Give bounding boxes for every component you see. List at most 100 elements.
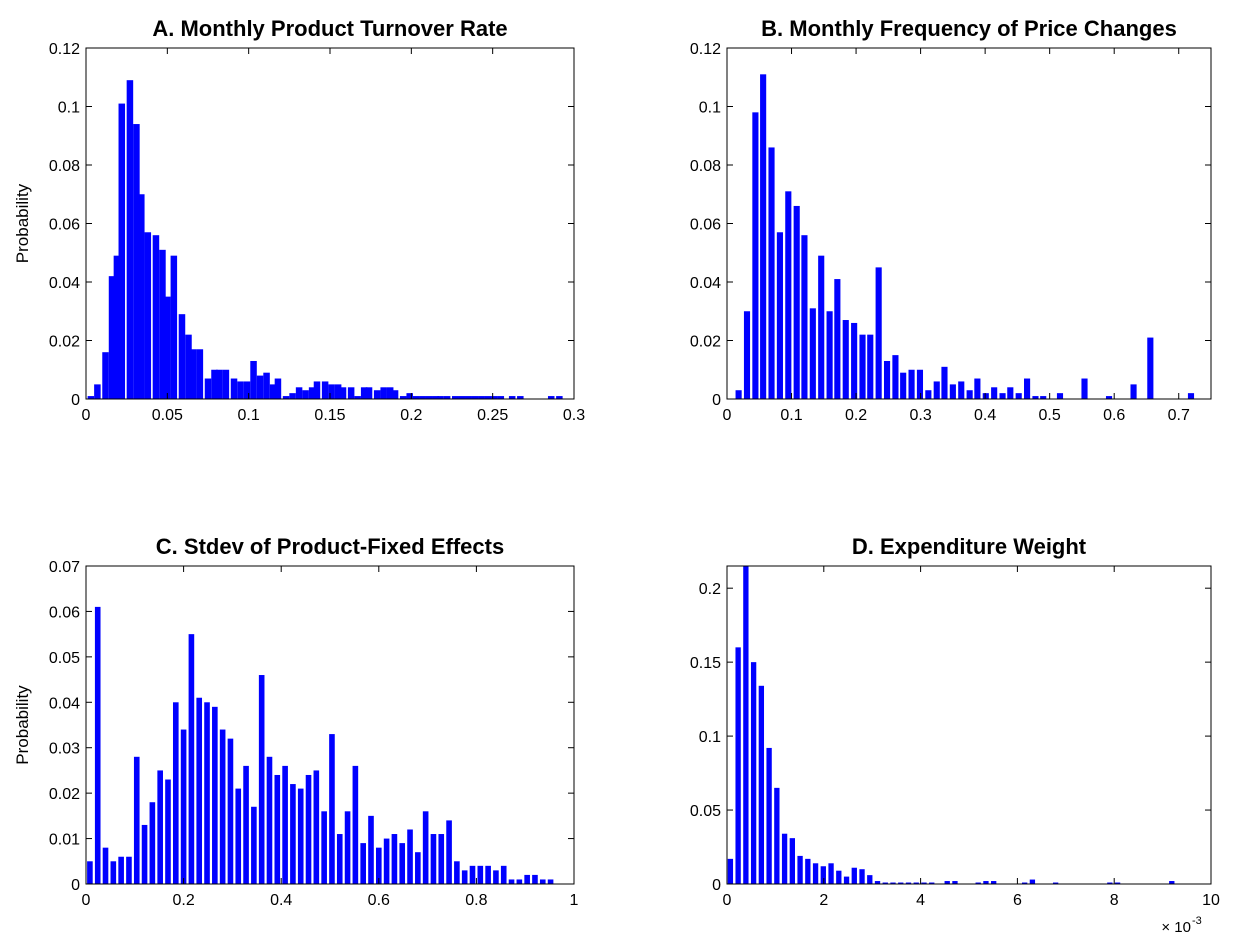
x-axis-multiplier-exponent: -3 — [1192, 915, 1202, 927]
histogram-bar — [867, 875, 873, 884]
y-tick-label: 0.12 — [49, 41, 80, 58]
y-tick-label: 0.1 — [58, 100, 80, 117]
histogram-bar — [556, 396, 563, 399]
y-tick-label: 0.02 — [49, 334, 80, 351]
histogram-bar — [243, 381, 251, 399]
x-tick-label: 0.4 — [270, 892, 292, 909]
chart-title: C. Stdev of Product-Fixed Effects — [156, 534, 504, 559]
plot-frame — [726, 565, 1212, 885]
histogram-bar — [929, 882, 935, 884]
histogram-bar — [493, 870, 499, 884]
histogram-bar — [469, 865, 476, 884]
histogram-bar — [999, 393, 1006, 399]
x-tick-label: 0.6 — [368, 892, 390, 909]
histogram-bar — [735, 647, 741, 884]
histogram-bar — [138, 194, 145, 399]
y-tick-label: 0.06 — [690, 217, 721, 234]
plot-border — [726, 565, 1212, 885]
histogram-bar — [354, 396, 361, 399]
histogram-bar — [102, 847, 109, 884]
chart-title: B. Monthly Frequency of Price Changes — [761, 16, 1177, 41]
histogram-bar — [180, 729, 187, 884]
histogram-bar — [391, 834, 398, 884]
histogram-bar — [508, 396, 516, 399]
histogram-bar — [386, 387, 394, 399]
histogram-bar — [1187, 393, 1195, 399]
histogram-bar — [347, 387, 355, 399]
histogram-bar — [524, 874, 530, 884]
y-tick-label: 0.04 — [49, 275, 80, 292]
y-tick-label: 0.08 — [690, 158, 721, 175]
histogram-bar — [329, 734, 335, 884]
histogram-bar — [204, 378, 212, 399]
histogram-bar — [308, 387, 316, 399]
histogram-bar — [532, 874, 538, 884]
histogram-bar — [1052, 882, 1059, 884]
y-tick-label: 0 — [71, 392, 80, 409]
x-tick-label: 4 — [916, 892, 925, 909]
histogram-bar — [539, 879, 546, 884]
histogram-bar — [321, 381, 329, 399]
histogram-bar — [958, 381, 965, 399]
histogram-bar — [801, 235, 808, 399]
x-tick-label: 0.05 — [152, 407, 183, 424]
histogram-bar — [916, 369, 924, 399]
histogram-bar — [190, 349, 197, 399]
histogram-bar — [170, 255, 178, 399]
x-tick-label: 0 — [82, 407, 91, 424]
histogram-bar — [87, 396, 95, 399]
histogram-bar — [812, 863, 819, 884]
x-tick-label: 0.2 — [845, 407, 867, 424]
histogram-bar — [360, 843, 366, 884]
histogram-bar — [497, 396, 505, 399]
histogram-bar — [766, 747, 772, 884]
histogram-bar — [321, 811, 327, 884]
histogram-bar — [313, 770, 320, 884]
histogram-bar — [727, 858, 734, 884]
histogram-bar — [890, 882, 896, 884]
x-tick-label: 0 — [82, 892, 91, 909]
histogram-bar — [826, 311, 833, 399]
histogram-bar — [406, 393, 413, 399]
histogram-bar — [883, 360, 891, 399]
histogram-bar — [110, 861, 117, 884]
histogram-bar — [133, 124, 140, 400]
histogram-bar — [982, 393, 989, 399]
histogram-bar — [344, 811, 351, 884]
x-tick-label: 0.2 — [172, 892, 194, 909]
panel-b-price-change-frequency: 0 0.1 0.2 0.3 0.4 0.5 0.6 0.7 0 0.02 0.04 0.06 0.08 0… — [690, 16, 1212, 424]
histogram-bar — [900, 372, 907, 399]
y-tick-label: 0.15 — [690, 655, 721, 672]
y-tick-label: 0.2 — [699, 581, 721, 598]
histogram-bar — [484, 396, 492, 399]
histogram-bar — [875, 267, 882, 400]
histogram-bar — [295, 387, 303, 399]
chart-title: D. Expenditure Weight — [852, 534, 1087, 559]
histogram-bar — [836, 870, 842, 884]
histogram-bar — [500, 865, 507, 884]
histogram-bar — [461, 870, 468, 884]
histogram-bar — [454, 861, 460, 884]
x-tick-label: 8 — [1110, 892, 1119, 909]
histogram-bar — [1029, 879, 1036, 884]
histogram-bar — [141, 824, 148, 884]
histogram-bar — [743, 566, 749, 884]
chart-title: A. Monthly Product Turnover Rate — [152, 16, 507, 41]
histogram-bar — [874, 881, 881, 884]
histogram-bar — [925, 390, 932, 399]
histogram-bar — [274, 378, 282, 399]
histogram-bar — [516, 879, 523, 884]
y-tick-label: 0.02 — [49, 786, 80, 803]
histogram-bar — [975, 882, 981, 884]
x-tick-label: 10 — [1202, 892, 1220, 909]
histogram-bar — [485, 865, 491, 884]
y-tick-label: 0.1 — [699, 729, 721, 746]
histogram-bar — [172, 702, 179, 884]
x-tick-label: 0.8 — [465, 892, 487, 909]
histogram-bar — [243, 765, 249, 884]
histogram-bar — [430, 834, 437, 884]
histogram-bar — [1040, 396, 1047, 399]
histogram-bar — [452, 396, 459, 399]
histogram-bar — [297, 788, 304, 884]
